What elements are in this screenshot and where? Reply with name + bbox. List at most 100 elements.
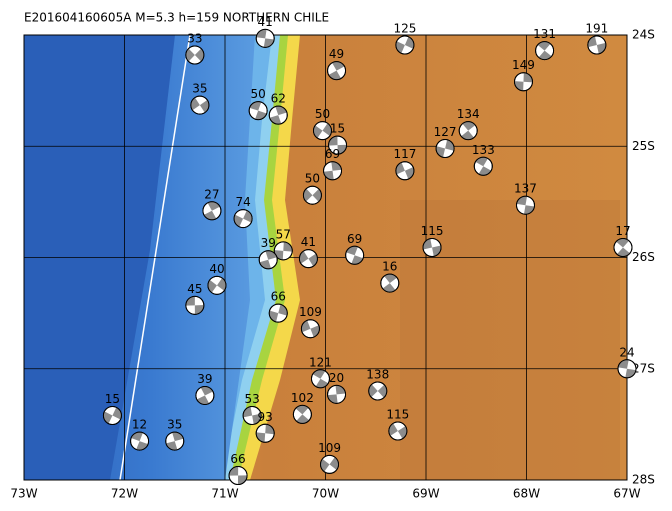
compression-lobe bbox=[436, 146, 446, 158]
compression-lobe bbox=[296, 414, 310, 424]
focal-mechanism bbox=[255, 28, 275, 48]
depth-label: 66 bbox=[230, 452, 245, 466]
compression-lobe bbox=[200, 386, 213, 396]
focal-mechanism bbox=[102, 405, 122, 425]
depth-label: 50 bbox=[251, 87, 266, 101]
depth-label: 17 bbox=[615, 224, 630, 238]
focal-mechanism bbox=[300, 319, 320, 339]
compression-lobe bbox=[207, 201, 220, 211]
beachball-outline bbox=[255, 423, 275, 443]
compression-lobe bbox=[263, 38, 275, 48]
depth-label: 33 bbox=[187, 32, 202, 46]
depth-label: 27 bbox=[204, 187, 219, 201]
compression-lobe bbox=[461, 130, 474, 140]
compression-lobe bbox=[312, 188, 322, 202]
compression-lobe bbox=[329, 457, 339, 470]
beachball-outline bbox=[380, 273, 400, 293]
compression-lobe bbox=[445, 139, 455, 151]
compression-lobe bbox=[516, 196, 528, 206]
depth-label: 62 bbox=[271, 92, 286, 106]
y-tick-label: 27S bbox=[632, 361, 655, 375]
depth-label: 109 bbox=[299, 305, 322, 319]
compression-lobe bbox=[229, 466, 239, 476]
depth-label: 134 bbox=[457, 107, 480, 121]
compression-lobe bbox=[337, 144, 347, 155]
compression-lobe bbox=[274, 250, 284, 260]
depth-label: 50 bbox=[305, 172, 320, 186]
focal-mechanism bbox=[242, 405, 262, 425]
compression-lobe bbox=[234, 214, 244, 227]
compression-lobe bbox=[252, 413, 262, 425]
beachball-outline bbox=[195, 385, 215, 405]
focal-mechanism bbox=[515, 195, 535, 215]
focal-mechanism bbox=[190, 95, 210, 115]
beachball-outline bbox=[300, 319, 320, 339]
compression-lobe bbox=[587, 36, 597, 48]
beachball-outline bbox=[185, 295, 205, 315]
y-tick-label: 28S bbox=[632, 473, 655, 487]
compression-lobe bbox=[322, 123, 332, 136]
focal-mechanism bbox=[130, 431, 150, 451]
focal-mechanism bbox=[422, 237, 442, 257]
beachball-outline bbox=[268, 105, 288, 125]
x-tick-label: 69W bbox=[412, 487, 439, 501]
depth-label: 20 bbox=[329, 371, 344, 385]
compression-lobe bbox=[320, 458, 330, 472]
focal-mechanism bbox=[328, 135, 348, 155]
depth-label: 41 bbox=[301, 235, 316, 249]
compression-lobe bbox=[237, 475, 248, 485]
depth-label: 133 bbox=[472, 143, 495, 157]
depth-label: 53 bbox=[244, 392, 259, 406]
depth-label: 138 bbox=[366, 368, 389, 382]
depth-label: 50 bbox=[315, 107, 330, 121]
x-tick-label: 68W bbox=[513, 487, 540, 501]
focal-mechanism bbox=[587, 35, 607, 55]
x-tick-label: 70W bbox=[312, 487, 339, 501]
depth-label: 93 bbox=[258, 410, 273, 424]
compression-lobe bbox=[207, 279, 217, 293]
x-tick-label: 71W bbox=[211, 487, 238, 501]
beachball-outline bbox=[458, 121, 478, 141]
beachball-outline bbox=[255, 28, 275, 48]
beachball-outline bbox=[248, 101, 268, 121]
compression-lobe bbox=[327, 394, 338, 404]
compression-lobe bbox=[299, 250, 309, 264]
compression-lobe bbox=[199, 99, 209, 113]
focal-mechanism bbox=[233, 209, 253, 229]
beachball-outline bbox=[328, 135, 348, 155]
beachball-outline bbox=[185, 45, 205, 65]
depth-label: 115 bbox=[421, 224, 444, 238]
compression-lobe bbox=[538, 50, 552, 60]
compression-lobe bbox=[397, 426, 407, 439]
focal-mechanism bbox=[248, 101, 268, 121]
compression-lobe bbox=[616, 238, 629, 248]
compression-lobe bbox=[315, 378, 329, 388]
compression-lobe bbox=[303, 188, 313, 202]
compression-lobe bbox=[295, 405, 309, 415]
beachball-outline bbox=[395, 35, 415, 55]
beachball-outline bbox=[422, 237, 442, 257]
compression-lobe bbox=[328, 136, 338, 146]
compression-lobe bbox=[335, 385, 346, 395]
focal-mechanism bbox=[292, 404, 312, 424]
focal-mechanism bbox=[435, 138, 455, 158]
depth-label: 69 bbox=[347, 232, 362, 246]
depth-label: 69 bbox=[325, 147, 340, 161]
focal-mechanism bbox=[185, 295, 205, 315]
beachball-outline bbox=[323, 161, 343, 181]
depth-label: 115 bbox=[386, 408, 409, 422]
compression-lobe bbox=[478, 166, 492, 176]
compression-lobe bbox=[323, 170, 334, 180]
depth-label: 16 bbox=[382, 260, 397, 274]
beachball-outline bbox=[617, 359, 637, 379]
beachball-outline bbox=[345, 245, 365, 265]
depth-label: 125 bbox=[393, 22, 416, 36]
depth-label: 57 bbox=[276, 227, 291, 241]
compression-lobe bbox=[388, 423, 398, 436]
focal-mechanism bbox=[273, 241, 293, 261]
depth-label: 191 bbox=[585, 22, 608, 36]
depth-label: 49 bbox=[329, 47, 344, 61]
compression-lobe bbox=[523, 72, 533, 83]
focal-mechanism bbox=[228, 466, 248, 486]
